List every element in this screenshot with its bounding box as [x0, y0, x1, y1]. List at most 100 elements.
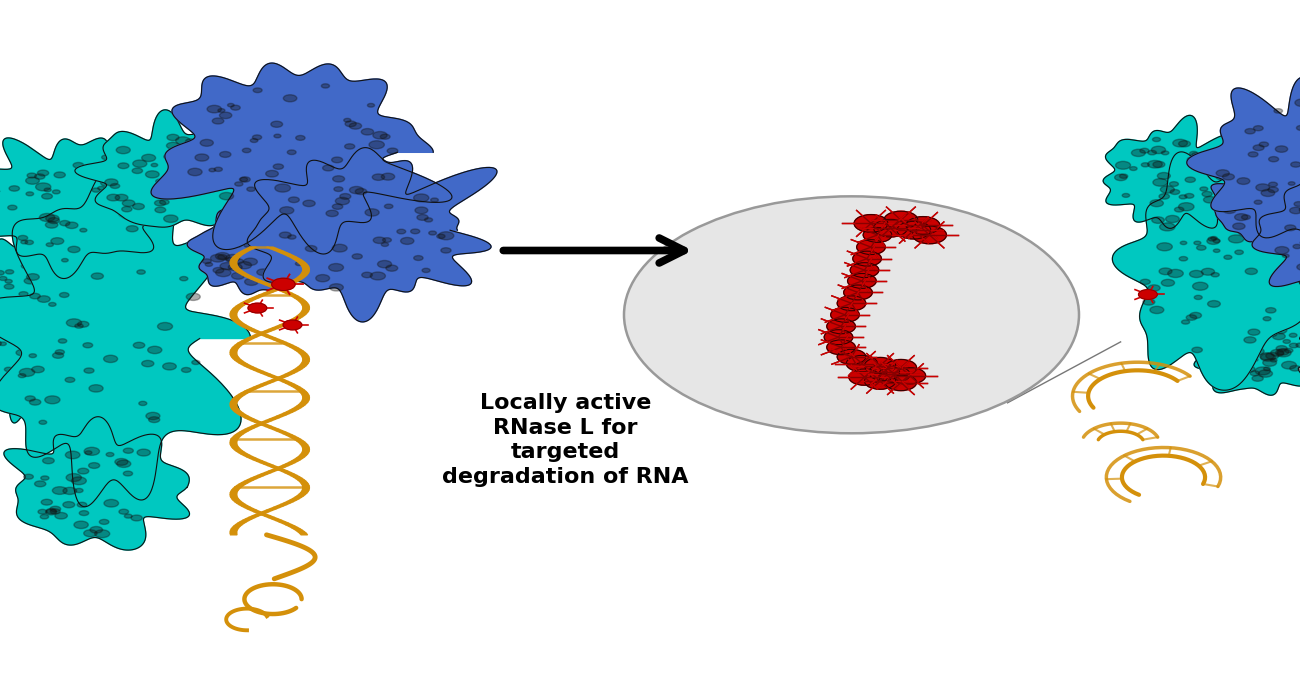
Circle shape [212, 118, 224, 124]
Polygon shape [291, 318, 300, 320]
Circle shape [23, 474, 34, 479]
Polygon shape [244, 507, 254, 509]
Circle shape [333, 204, 343, 209]
Circle shape [438, 232, 454, 240]
Polygon shape [242, 364, 251, 366]
Circle shape [83, 343, 92, 348]
Circle shape [368, 104, 374, 107]
Circle shape [0, 313, 1, 319]
Circle shape [369, 141, 385, 149]
Circle shape [1115, 161, 1131, 169]
Circle shape [1160, 223, 1175, 231]
Polygon shape [296, 441, 306, 442]
Circle shape [244, 278, 259, 286]
Circle shape [105, 179, 118, 185]
Circle shape [1223, 206, 1236, 213]
Polygon shape [302, 305, 309, 307]
Circle shape [1278, 184, 1292, 192]
Polygon shape [238, 393, 247, 395]
Circle shape [1141, 162, 1149, 167]
Polygon shape [296, 367, 304, 368]
Circle shape [854, 215, 888, 232]
Polygon shape [300, 533, 308, 535]
Circle shape [1218, 150, 1231, 158]
Circle shape [1148, 285, 1160, 291]
Circle shape [218, 227, 225, 231]
Circle shape [1282, 362, 1296, 369]
Circle shape [18, 387, 25, 391]
Circle shape [192, 360, 200, 364]
Circle shape [131, 515, 142, 521]
Circle shape [47, 315, 62, 323]
Polygon shape [235, 305, 244, 307]
Circle shape [29, 354, 36, 357]
Circle shape [1275, 246, 1288, 254]
Polygon shape [276, 325, 286, 326]
Polygon shape [231, 527, 239, 529]
Circle shape [214, 164, 225, 169]
Polygon shape [231, 347, 239, 348]
Circle shape [1245, 194, 1261, 202]
Circle shape [306, 246, 317, 252]
Polygon shape [230, 496, 238, 497]
Circle shape [1187, 157, 1197, 162]
Circle shape [1160, 268, 1173, 275]
Circle shape [1287, 276, 1294, 279]
Polygon shape [263, 510, 273, 512]
Circle shape [350, 123, 361, 129]
Circle shape [321, 84, 329, 88]
Circle shape [1192, 153, 1199, 156]
Polygon shape [231, 355, 238, 357]
Polygon shape [230, 494, 237, 496]
Circle shape [155, 207, 165, 213]
Polygon shape [247, 367, 256, 368]
Circle shape [217, 255, 226, 259]
Polygon shape [274, 288, 285, 289]
Polygon shape [282, 523, 293, 525]
Circle shape [1295, 99, 1300, 106]
Circle shape [55, 512, 68, 519]
Circle shape [209, 169, 216, 172]
Polygon shape [261, 473, 270, 474]
Circle shape [377, 261, 391, 268]
Circle shape [1228, 235, 1244, 243]
Circle shape [1284, 349, 1294, 353]
Polygon shape [285, 283, 294, 285]
Circle shape [70, 350, 84, 357]
Polygon shape [237, 414, 246, 415]
Circle shape [352, 254, 363, 259]
Polygon shape [289, 385, 298, 386]
Circle shape [1260, 142, 1269, 147]
Circle shape [4, 284, 14, 289]
Polygon shape [302, 452, 308, 454]
Circle shape [44, 396, 60, 403]
Polygon shape [286, 525, 295, 526]
Polygon shape [287, 474, 298, 475]
Circle shape [1260, 277, 1268, 281]
Circle shape [1170, 181, 1178, 186]
Polygon shape [272, 377, 282, 378]
Polygon shape [290, 499, 299, 500]
Circle shape [26, 334, 36, 340]
Circle shape [61, 259, 68, 262]
Polygon shape [259, 422, 268, 424]
Circle shape [624, 196, 1079, 433]
Polygon shape [242, 416, 251, 418]
Circle shape [1273, 326, 1287, 334]
Circle shape [335, 198, 350, 204]
Circle shape [1242, 174, 1256, 181]
Polygon shape [243, 456, 254, 457]
Circle shape [38, 170, 48, 176]
Circle shape [48, 217, 60, 223]
Polygon shape [276, 467, 286, 468]
Polygon shape [235, 523, 244, 525]
Circle shape [1275, 270, 1288, 278]
Circle shape [104, 355, 117, 362]
Circle shape [1249, 336, 1260, 342]
Polygon shape [243, 519, 252, 521]
Circle shape [1266, 353, 1279, 359]
Circle shape [1239, 255, 1248, 261]
Circle shape [44, 188, 51, 192]
Circle shape [75, 324, 83, 328]
Circle shape [1190, 152, 1197, 156]
